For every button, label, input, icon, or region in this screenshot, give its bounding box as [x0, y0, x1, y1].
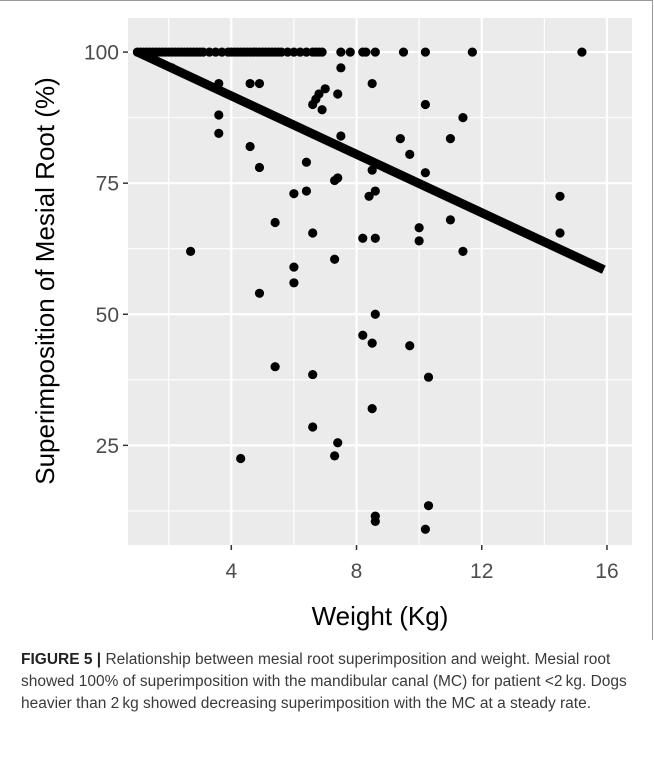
data-point-55	[370, 47, 380, 57]
data-point-75	[245, 141, 255, 152]
data-point-103	[358, 233, 368, 243]
data-point-110	[270, 362, 280, 372]
plot-panel	[128, 18, 632, 545]
data-point-112	[423, 372, 434, 382]
data-point-113	[367, 404, 377, 414]
figure-caption: FIGURE 5 | Relationship between mesial r…	[21, 649, 641, 715]
data-point-116	[330, 451, 340, 461]
x-tick-label-2: 12	[470, 560, 493, 583]
data-point-92	[420, 168, 430, 178]
data-point-82	[367, 165, 377, 175]
data-point-79	[301, 186, 312, 196]
data-point-90	[414, 223, 424, 233]
data-point-96	[555, 228, 565, 238]
data-point-93	[445, 215, 456, 225]
data-point-119	[370, 516, 380, 527]
y-tick-label-3: 100	[84, 42, 119, 65]
data-point-102	[330, 254, 340, 264]
data-point-105	[254, 288, 265, 298]
data-point-97	[186, 246, 196, 256]
data-point-52	[345, 47, 355, 57]
major-gridlines	[128, 18, 632, 545]
data-point-101	[289, 278, 299, 288]
data-point-94	[458, 246, 468, 256]
scatter-figure: 4 8 12 16 25 50 75 100 Weight (Kg) Superimposi…	[0, 0, 653, 640]
figure-label: FIGURE 5 |	[21, 651, 102, 668]
data-point-73	[214, 110, 224, 120]
y-tick-label-1: 50	[96, 304, 119, 327]
caption-text: Relationship between mesial root superim…	[21, 651, 627, 712]
data-point-78	[289, 189, 299, 199]
data-point-81	[333, 173, 343, 183]
data-point-70	[317, 105, 327, 115]
data-point-62	[245, 78, 255, 89]
y-axis-title: Superimposition of Mesial Root (%)	[30, 77, 60, 485]
data-point-72	[420, 99, 430, 110]
data-point-115	[333, 438, 343, 448]
data-point-58	[467, 47, 477, 57]
data-point-99	[308, 228, 318, 238]
data-point-51	[336, 47, 346, 57]
data-point-95	[555, 191, 565, 201]
data-point-89	[458, 113, 468, 123]
data-point-111	[308, 369, 318, 380]
data-point-109	[405, 341, 415, 351]
data-point-74	[214, 128, 224, 138]
data-point-114	[308, 422, 318, 432]
data-point-88	[445, 134, 456, 144]
data-point-98	[270, 217, 280, 228]
data-point-86	[395, 134, 405, 144]
data-point-91	[414, 236, 424, 246]
data-point-121	[420, 524, 430, 534]
data-point-84	[364, 191, 374, 201]
regression-line	[135, 48, 606, 274]
data-point-85	[336, 131, 346, 141]
y-axis-ticks: 25 50 75 100	[84, 42, 128, 458]
data-point-120	[423, 501, 434, 511]
data-point-107	[367, 338, 377, 348]
data-point-50	[317, 47, 327, 57]
data-point-54	[361, 47, 371, 57]
data-point-117	[236, 453, 246, 464]
data-point-104	[370, 233, 380, 243]
data-point-68	[336, 63, 346, 73]
x-axis-ticks: 4 8 12 16	[225, 545, 619, 583]
data-point-76	[254, 162, 265, 173]
data-point-59	[577, 47, 587, 57]
data-point-106	[358, 330, 368, 340]
data-point-65	[320, 84, 330, 94]
data-point-87	[405, 149, 415, 159]
data-point-67	[308, 99, 318, 110]
data-point-63	[254, 78, 265, 89]
data-point-56	[398, 47, 409, 57]
data-point-77	[301, 157, 312, 167]
x-axis-title: Weight (Kg)	[312, 601, 449, 631]
x-tick-label-0: 4	[225, 560, 237, 583]
data-point-100	[289, 262, 299, 272]
y-tick-label-0: 25	[96, 435, 119, 458]
data-point-108	[370, 309, 380, 319]
data-point-83	[370, 186, 380, 196]
x-tick-label-3: 16	[595, 560, 618, 583]
data-point-57	[420, 47, 430, 57]
y-tick-label-2: 75	[96, 173, 119, 196]
data-point-71	[367, 78, 377, 89]
data-point-69	[333, 89, 343, 99]
x-tick-label-1: 8	[351, 560, 363, 583]
